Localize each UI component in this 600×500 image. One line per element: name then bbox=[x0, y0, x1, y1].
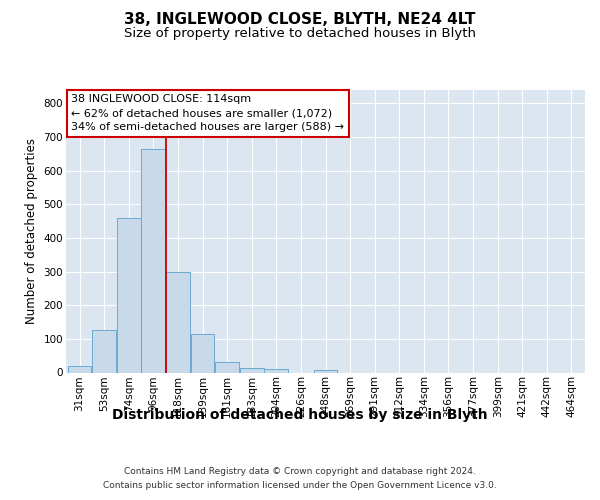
Bar bbox=[240, 368, 263, 372]
Text: Distribution of detached houses by size in Blyth: Distribution of detached houses by size … bbox=[112, 408, 488, 422]
Bar bbox=[215, 362, 239, 372]
Bar bbox=[265, 369, 288, 372]
Bar bbox=[314, 370, 337, 372]
Bar bbox=[142, 149, 165, 372]
Text: Contains HM Land Registry data © Crown copyright and database right 2024.: Contains HM Land Registry data © Crown c… bbox=[124, 468, 476, 476]
Bar bbox=[117, 218, 140, 372]
Text: Size of property relative to detached houses in Blyth: Size of property relative to detached ho… bbox=[124, 28, 476, 40]
Bar bbox=[68, 366, 91, 372]
Text: 38 INGLEWOOD CLOSE: 114sqm
← 62% of detached houses are smaller (1,072)
34% of s: 38 INGLEWOOD CLOSE: 114sqm ← 62% of deta… bbox=[71, 94, 344, 132]
Bar bbox=[191, 334, 214, 372]
Bar bbox=[166, 272, 190, 372]
Bar bbox=[92, 330, 116, 372]
Text: 38, INGLEWOOD CLOSE, BLYTH, NE24 4LT: 38, INGLEWOOD CLOSE, BLYTH, NE24 4LT bbox=[124, 12, 476, 28]
Y-axis label: Number of detached properties: Number of detached properties bbox=[25, 138, 38, 324]
Text: Contains public sector information licensed under the Open Government Licence v3: Contains public sector information licen… bbox=[103, 481, 497, 490]
